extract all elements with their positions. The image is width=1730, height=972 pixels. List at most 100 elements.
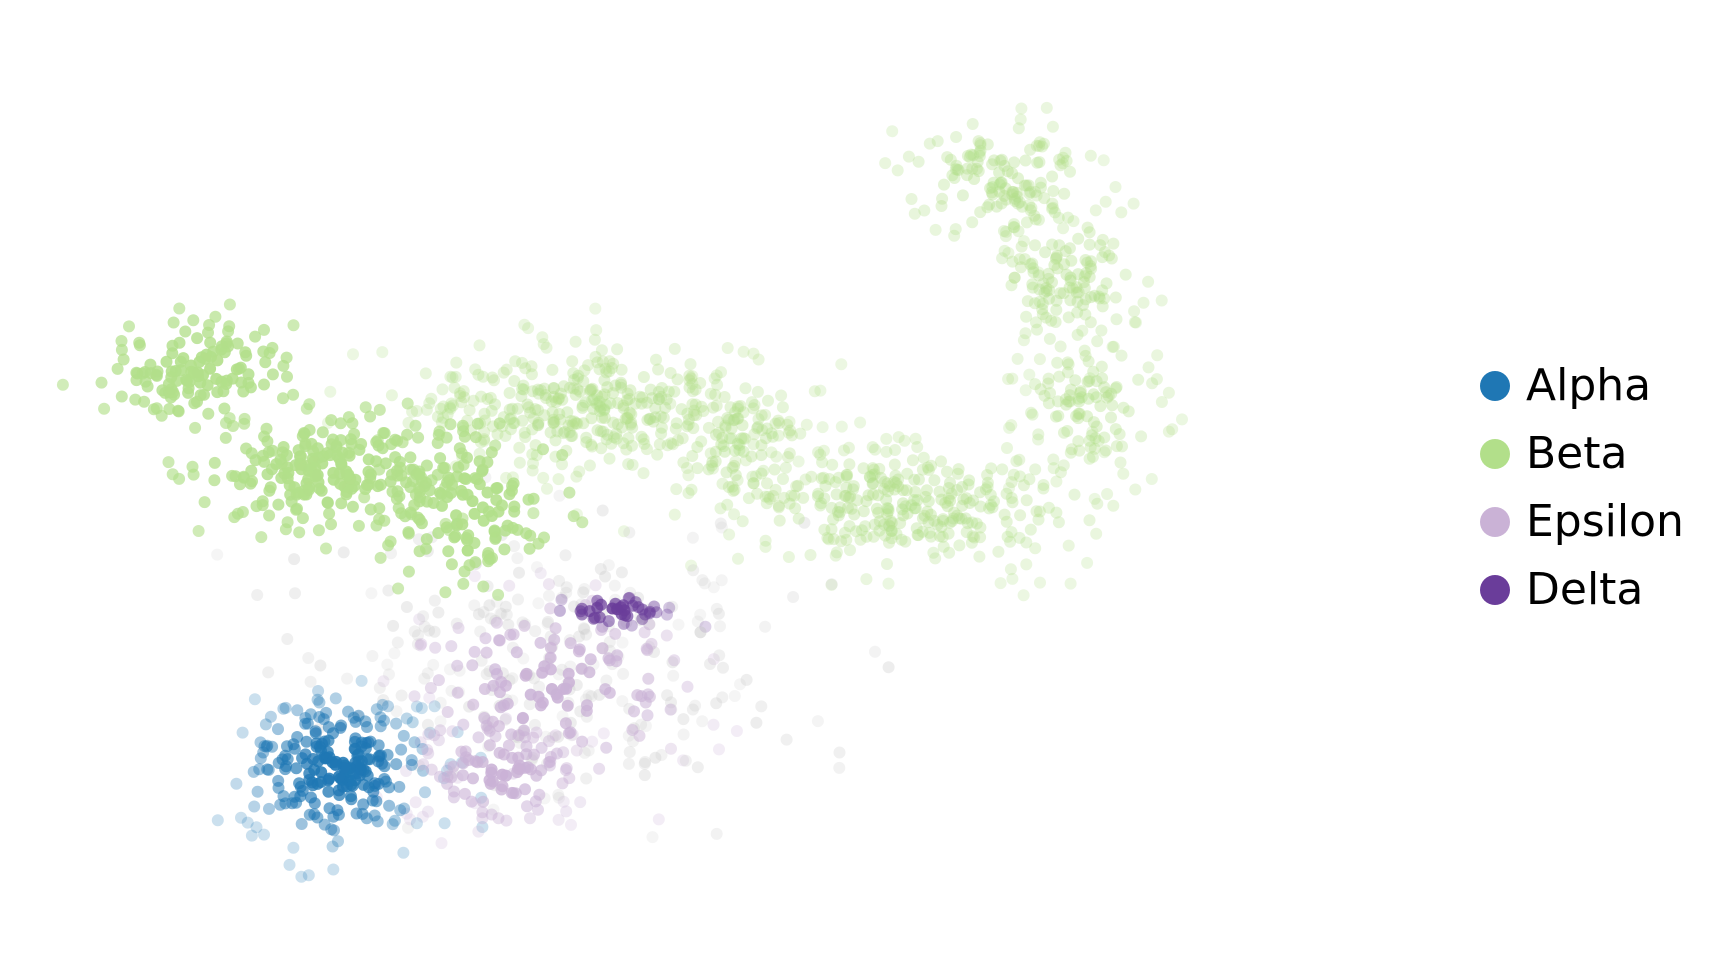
point-unassigned	[696, 715, 709, 728]
point-beta	[1059, 245, 1072, 258]
point-epsilon	[565, 818, 577, 831]
point-beta	[832, 509, 845, 522]
point-epsilon	[413, 613, 426, 626]
point-beta	[434, 452, 447, 465]
point-beta	[857, 462, 870, 475]
point-beta	[1000, 487, 1013, 500]
point-beta	[601, 381, 614, 394]
point-beta	[857, 505, 870, 518]
point-beta	[420, 533, 433, 546]
point-unassigned	[622, 757, 635, 770]
point-beta	[804, 549, 817, 561]
point-beta	[573, 465, 586, 478]
point-beta	[1014, 509, 1027, 522]
point-beta	[1083, 434, 1096, 447]
point-beta	[773, 514, 786, 527]
point-unassigned	[428, 625, 441, 638]
point-beta	[966, 118, 979, 130]
point-beta	[723, 528, 736, 541]
point-beta	[759, 408, 772, 421]
point-unassigned	[679, 754, 692, 767]
point-beta	[908, 494, 921, 506]
point-beta	[526, 423, 539, 436]
point-beta	[935, 521, 948, 533]
point-beta	[547, 413, 560, 426]
legend-label-alpha: Alpha	[1526, 360, 1652, 411]
point-beta	[475, 390, 488, 403]
legend-label-epsilon: Epsilon	[1526, 496, 1684, 547]
point-beta	[1070, 281, 1083, 294]
point-beta	[734, 400, 747, 412]
point-beta	[874, 471, 887, 484]
point-unassigned	[494, 607, 507, 620]
point-beta	[765, 427, 778, 440]
point-unassigned	[512, 593, 524, 606]
point-beta	[281, 370, 293, 383]
point-beta	[1061, 356, 1074, 369]
point-unassigned	[691, 761, 704, 774]
point-epsilon	[451, 686, 464, 699]
point-unassigned	[302, 652, 315, 664]
point-alpha	[476, 821, 489, 833]
point-beta	[626, 458, 639, 471]
point-beta	[984, 498, 997, 511]
point-beta	[611, 397, 624, 410]
point-unassigned	[578, 746, 591, 759]
point-beta	[668, 508, 681, 521]
point-beta	[966, 162, 979, 175]
point-beta	[1084, 149, 1097, 162]
point-alpha	[416, 743, 429, 755]
point-epsilon	[545, 683, 558, 695]
point-beta	[854, 533, 867, 546]
point-beta	[709, 388, 722, 401]
point-epsilon	[530, 726, 543, 739]
point-epsilon	[416, 810, 429, 823]
point-beta	[1100, 277, 1113, 290]
point-epsilon	[476, 756, 489, 768]
point-epsilon	[595, 624, 608, 636]
point-beta	[966, 530, 979, 543]
point-beta	[1033, 295, 1046, 308]
point-beta	[174, 364, 187, 377]
point-beta	[686, 450, 699, 462]
point-beta	[1093, 290, 1105, 303]
point-alpha	[236, 726, 249, 739]
point-unassigned	[251, 589, 264, 601]
point-beta	[1010, 455, 1023, 468]
point-beta	[718, 391, 731, 403]
point-unassigned	[577, 622, 590, 635]
point-beta	[948, 229, 961, 242]
point-epsilon	[559, 764, 572, 776]
point-beta	[198, 496, 211, 509]
point-epsilon	[507, 628, 520, 641]
point-beta	[747, 477, 760, 490]
point-unassigned	[559, 549, 572, 562]
point-beta	[1095, 360, 1108, 373]
legend-label-delta: Delta	[1526, 564, 1644, 615]
point-alpha	[211, 814, 224, 827]
point-beta	[436, 383, 449, 396]
point-beta	[1071, 306, 1084, 319]
point-beta	[918, 509, 931, 522]
point-beta	[670, 417, 683, 430]
point-beta	[525, 360, 538, 373]
point-beta	[1000, 225, 1013, 238]
point-alpha	[293, 777, 306, 790]
point-beta	[1032, 428, 1045, 441]
point-unassigned	[388, 647, 401, 660]
point-beta	[897, 497, 909, 510]
point-beta	[402, 526, 415, 539]
point-beta	[1117, 401, 1130, 414]
point-beta	[848, 508, 861, 521]
point-epsilon	[576, 735, 589, 748]
point-beta	[287, 388, 300, 401]
point-beta	[1017, 334, 1030, 347]
point-beta	[170, 374, 183, 387]
point-beta	[683, 369, 696, 382]
point-beta	[208, 474, 221, 487]
point-beta	[711, 378, 724, 391]
point-beta	[1008, 156, 1021, 169]
point-beta	[524, 406, 537, 419]
point-unassigned	[508, 540, 521, 553]
point-beta	[1088, 492, 1101, 505]
